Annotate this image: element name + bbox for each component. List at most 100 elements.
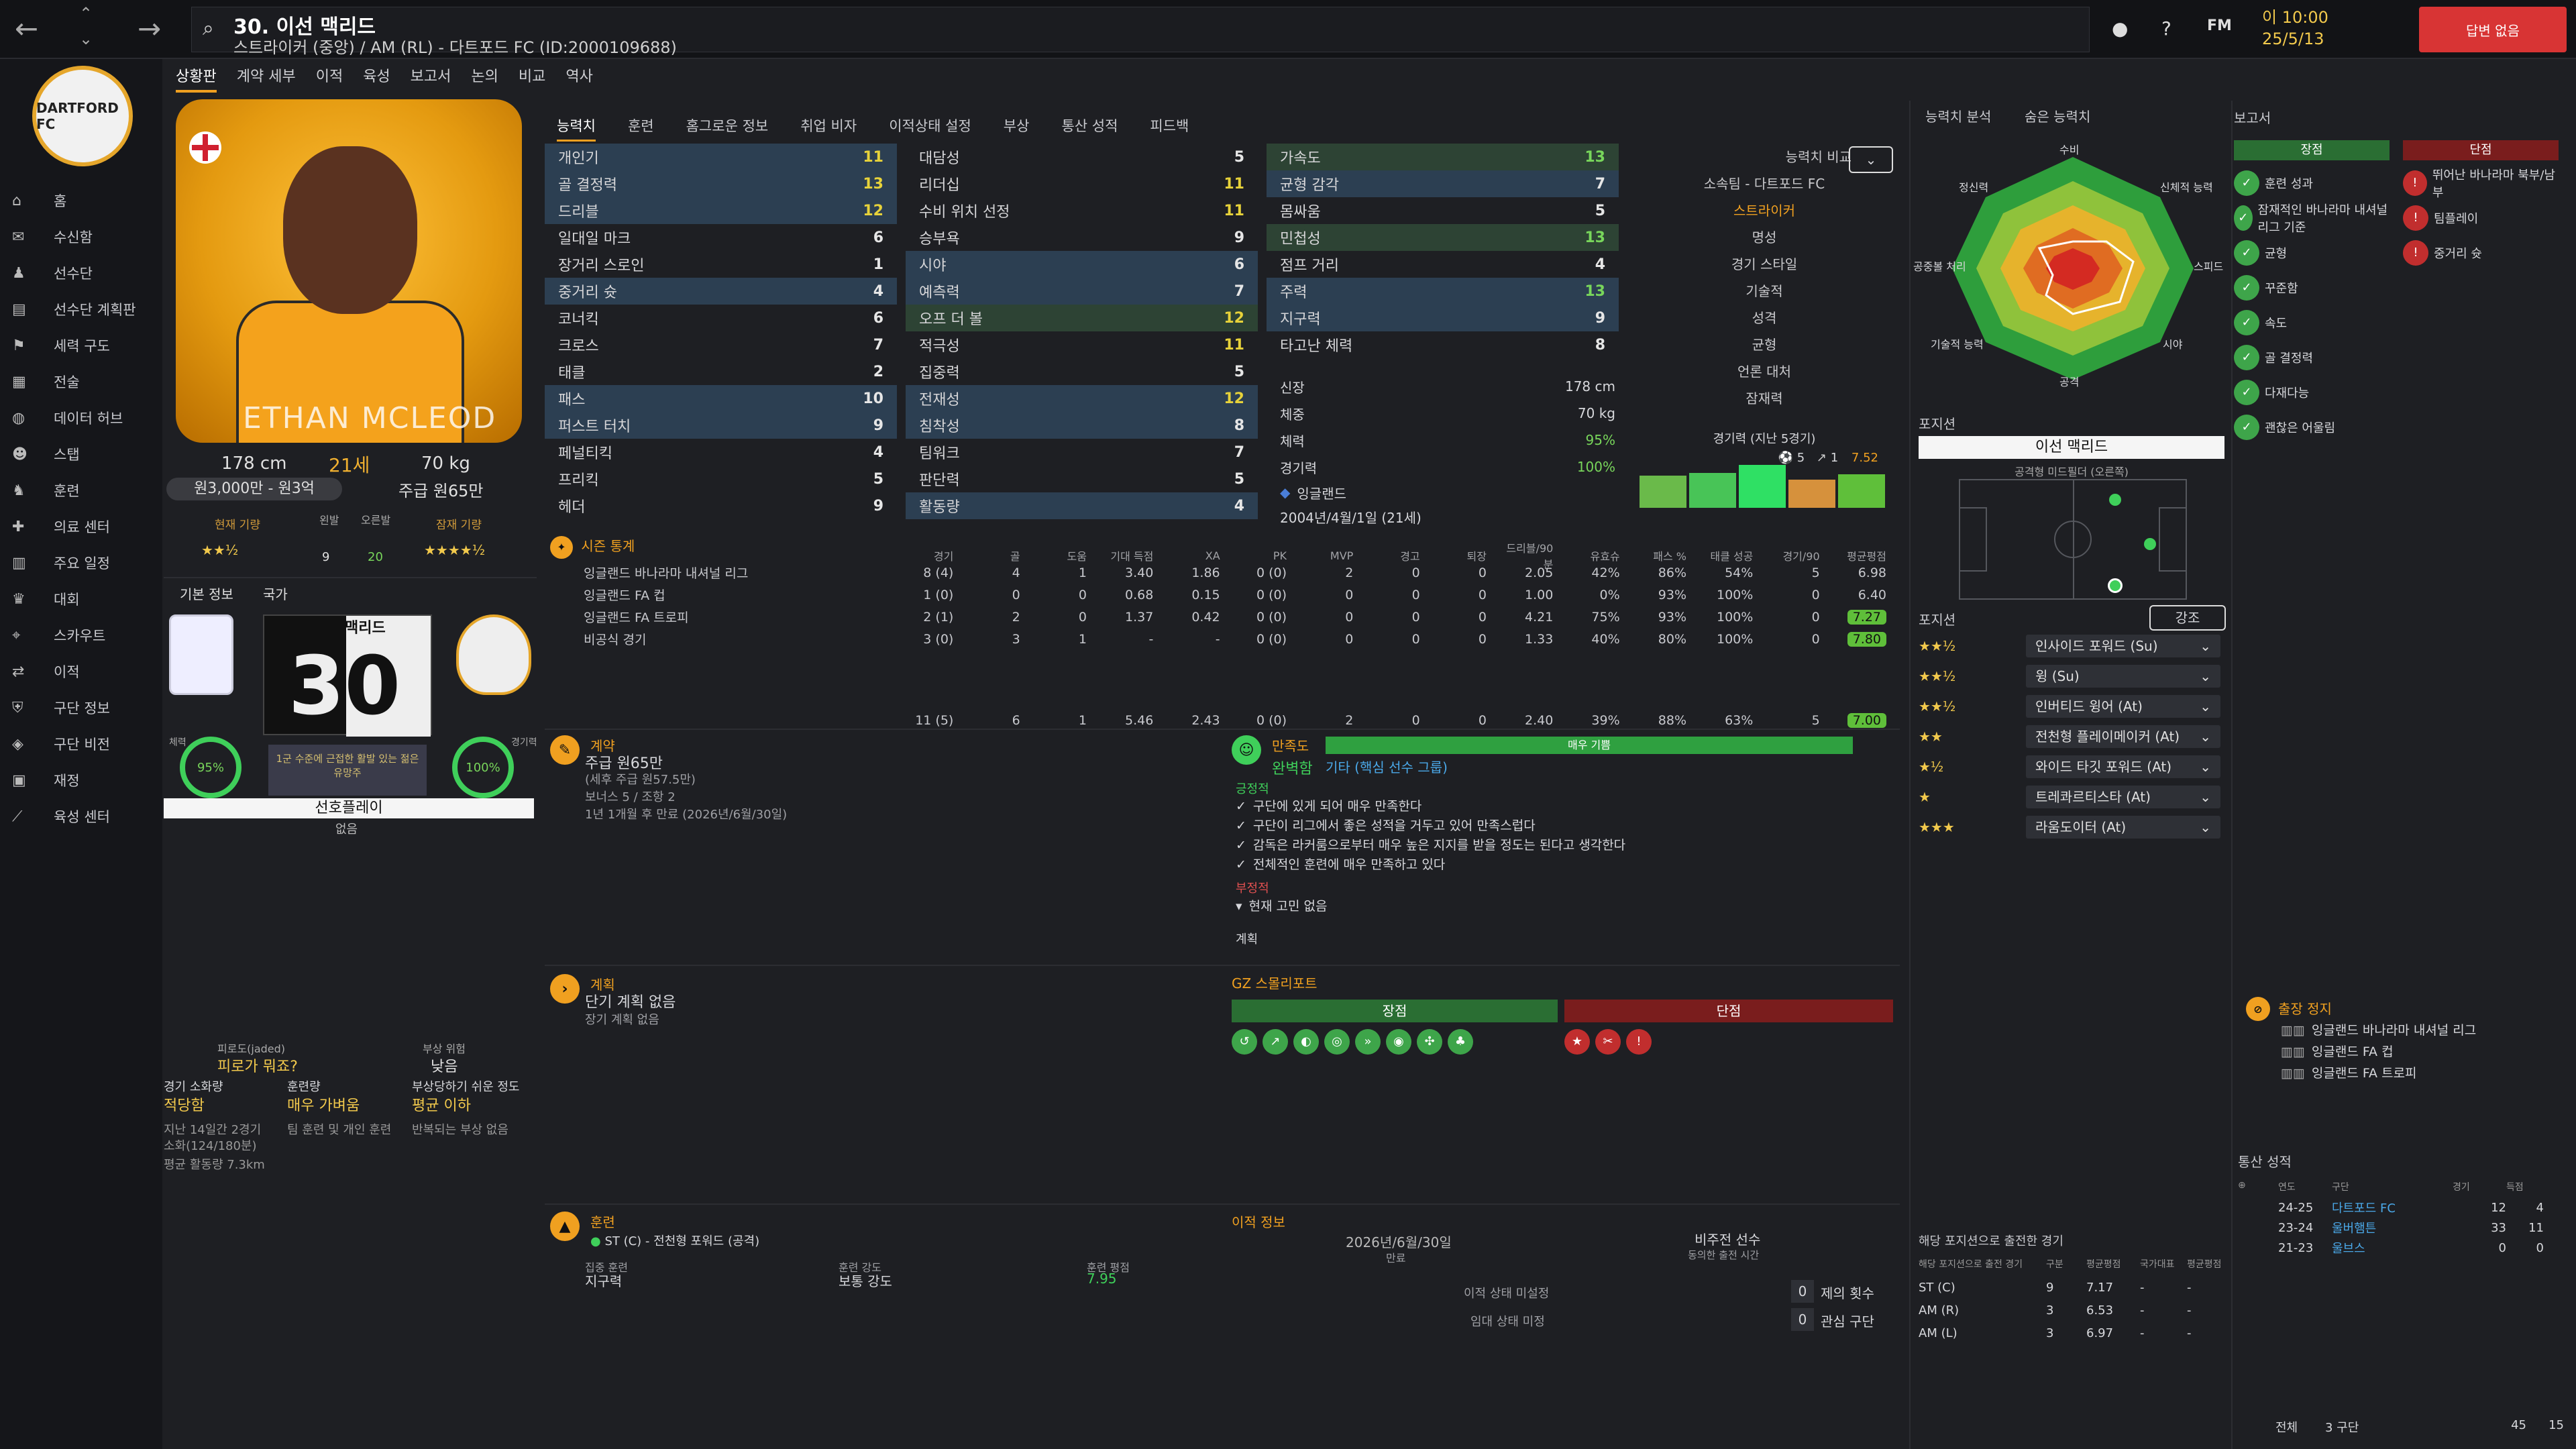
role-row[interactable]: ★★ 전천형 플레이메이커 (At) ⌄	[1919, 721, 2220, 751]
season-stats-title[interactable]: 시즌 통계	[581, 538, 635, 554]
sidebar-item[interactable]: ♞ 훈련	[0, 472, 162, 508]
help-icon[interactable]: ?	[2161, 17, 2171, 40]
report-weakness-item[interactable]: ! 팀플레이	[2403, 201, 2559, 235]
growth-trait-icon[interactable]: ↗	[1263, 1029, 1288, 1055]
attribute-row[interactable]: 균형 감각 7	[1267, 170, 1619, 197]
attribute-row[interactable]: 프리킥 5	[545, 466, 897, 492]
attr-tab-0[interactable]: 능력치	[557, 115, 596, 142]
stats-header-cell[interactable]: XA	[1205, 549, 1220, 562]
attribute-row[interactable]: 활동량 4	[906, 492, 1258, 519]
report-strength-item[interactable]: ✓ 괜찮은 어울림	[2234, 410, 2390, 445]
continue-button[interactable]: 답변 없음	[2419, 7, 2567, 52]
attribute-row[interactable]: 적극성 11	[906, 331, 1258, 358]
tab-0[interactable]: 상황판	[176, 64, 217, 93]
attribute-row[interactable]: 점프 거리 4	[1267, 251, 1619, 278]
stats-header-cell[interactable]: 패스 %	[1653, 550, 1686, 563]
teamwork-trait-icon[interactable]: ✂	[1595, 1029, 1621, 1055]
role-row[interactable]: ★★½ 윙 (Su) ⌄	[1919, 661, 2220, 691]
sidebar-item[interactable]: ◈ 구단 비전	[0, 726, 162, 762]
versatile-trait-icon[interactable]: ✣	[1417, 1029, 1442, 1055]
stats-header-cell[interactable]: MVP	[1330, 549, 1354, 562]
attribute-row[interactable]: 리더십 11	[906, 170, 1258, 197]
attr-tab-3[interactable]: 취업 비자	[800, 118, 857, 134]
sidebar-item[interactable]: ⛨ 구단 정보	[0, 690, 162, 726]
training-trait-icon[interactable]: ↺	[1232, 1029, 1257, 1055]
attribute-row[interactable]: 타고난 체력 8	[1267, 331, 1619, 358]
plans-title[interactable]: 계획	[590, 977, 615, 993]
attribute-row[interactable]: 태클 2	[545, 358, 897, 385]
stats-header-cell[interactable]: 드리블/90분	[1506, 542, 1554, 571]
table-row[interactable]: 21-23 울브스 0 0	[2238, 1238, 2567, 1258]
suspension-title[interactable]: 출장 정지	[2278, 1001, 2332, 1017]
bio-nation[interactable]: 잉글랜드	[1297, 485, 1346, 502]
attribute-row[interactable]: 일대일 마크 6	[545, 224, 897, 251]
tab-4[interactable]: 보고서	[410, 68, 451, 85]
attribute-row[interactable]: 장거리 스로인 1	[545, 251, 897, 278]
sidebar-item[interactable]: ♟ 선수단	[0, 255, 162, 291]
stats-header-cell[interactable]: 경고	[1400, 550, 1420, 563]
sidebar-item[interactable]: ✉ 수신함	[0, 219, 162, 255]
chevron-down-icon[interactable]: ⌄	[79, 30, 93, 48]
stats-header-cell[interactable]: 퇴장	[1466, 550, 1487, 563]
attribute-row[interactable]: 팀워크 7	[906, 439, 1258, 466]
role-row[interactable]: ★½ 와이드 타깃 포워드 (At) ⌄	[1919, 751, 2220, 782]
tab-1[interactable]: 계약 세부	[236, 68, 296, 85]
attribute-row[interactable]: 패스 10	[545, 385, 897, 412]
table-row[interactable]: 잉글랜드 FA 트로피 2 (1) 2 0 1.37 0.42 0 (0) 0 0 0 4.21 75…	[550, 606, 1898, 628]
table-cell[interactable]: 다트포드 FC	[2332, 1201, 2396, 1216]
role-dropdown[interactable]: 와이드 타깃 포워드 (At) ⌄	[2026, 755, 2220, 778]
stats-header-cell[interactable]: 태클 성공	[1710, 550, 1754, 563]
title-bar[interactable]: ⌕ 30. 이선 맥리드 스트라이커 (중앙) / AM (RL) - 다트포드…	[191, 7, 2090, 57]
stats-header-cell[interactable]: 기대 득점	[1110, 550, 1154, 563]
attr-tab-4[interactable]: 이적상태 설정	[889, 118, 971, 134]
attribute-row[interactable]: 중거리 슛 4	[545, 278, 897, 305]
stats-header-cell[interactable]: 골	[1010, 550, 1020, 563]
training-title[interactable]: 훈련	[590, 1214, 615, 1230]
attribute-row[interactable]: 수비 위치 선정 11	[906, 197, 1258, 224]
report-strength-item[interactable]: ✓ 훈련 성과	[2234, 166, 2390, 201]
happiness-role[interactable]: 기타 (핵심 선수 그룹)	[1326, 759, 1448, 775]
attribute-row[interactable]: 퍼스트 터치 9	[545, 412, 897, 439]
sidebar-item[interactable]: ☻ 스탭	[0, 436, 162, 472]
table-row[interactable]: 23-24 울버햄튼 33 11	[2238, 1218, 2567, 1238]
attribute-row[interactable]: 드리블 12	[545, 197, 897, 224]
radar-tab-analysis[interactable]: 능력치 분석	[1925, 109, 1992, 125]
longshot-trait-icon[interactable]: !	[1626, 1029, 1652, 1055]
attribute-row[interactable]: 예측력 7	[906, 278, 1258, 305]
finishing-trait-icon[interactable]: ◉	[1386, 1029, 1411, 1055]
fm-icon[interactable]: FM	[2207, 17, 2232, 34]
role-row[interactable]: ★★½ 인사이드 포워드 (Su) ⌄	[1919, 631, 2220, 661]
role-dropdown[interactable]: 전천형 플레이메이커 (At) ⌄	[2026, 724, 2220, 748]
attribute-row[interactable]: 가속도 13	[1267, 144, 1619, 170]
report-strength-item[interactable]: ✓ 꾸준함	[2234, 270, 2390, 305]
back-icon[interactable]: ←	[15, 12, 39, 45]
tab-3[interactable]: 육성	[363, 68, 390, 85]
attribute-row[interactable]: 코너킥 6	[545, 305, 897, 331]
role-row[interactable]: ★★½ 인버티드 윙어 (At) ⌄	[1919, 691, 2220, 721]
report-strength-item[interactable]: ✓ 다재다능	[2234, 375, 2390, 410]
attribute-row[interactable]: 지구력 9	[1267, 305, 1619, 331]
role-dropdown[interactable]: 인사이드 포워드 (Su) ⌄	[2026, 634, 2220, 657]
sidebar-item[interactable]: ♛ 대회	[0, 581, 162, 617]
fit-trait-icon[interactable]: ♣	[1448, 1029, 1473, 1055]
radar-tab-hidden[interactable]: 숨은 능력치	[2025, 109, 2091, 125]
attribute-row[interactable]: 개인기 11	[545, 144, 897, 170]
sidebar-item[interactable]: ▤ 선수단 계획판	[0, 291, 162, 327]
attr-tab-5[interactable]: 부상	[1003, 118, 1030, 134]
highlight-dropdown[interactable]: 강조	[2149, 605, 2226, 631]
happiness-title[interactable]: 만족도	[1272, 738, 1309, 754]
tab-7[interactable]: 역사	[566, 68, 593, 85]
table-row[interactable]: 비공식 경기 3 (0) 3 1 - - 0 (0) 0 0 0 1.33 40% 80% 100% 0 7.…	[550, 628, 1898, 650]
speed-trait-icon[interactable]: »	[1355, 1029, 1381, 1055]
attribute-row[interactable]: 몸싸움 5	[1267, 197, 1619, 224]
attr-tab-7[interactable]: 피드백	[1150, 118, 1189, 134]
attribute-row[interactable]: 골 결정력 13	[545, 170, 897, 197]
attribute-row[interactable]: 전재성 12	[906, 385, 1258, 412]
attribute-row[interactable]: 승부욕 9	[906, 224, 1258, 251]
role-dropdown[interactable]: 윙 (Su) ⌄	[2026, 664, 2220, 688]
attribute-row[interactable]: 민첩성 13	[1267, 224, 1619, 251]
attribute-row[interactable]: 주력 13	[1267, 278, 1619, 305]
attribute-row[interactable]: 크로스 7	[545, 331, 897, 358]
role-dropdown[interactable]: 라움도이터 (At) ⌄	[2026, 815, 2220, 839]
stats-header-cell[interactable]: 평균평점	[1847, 550, 1886, 563]
